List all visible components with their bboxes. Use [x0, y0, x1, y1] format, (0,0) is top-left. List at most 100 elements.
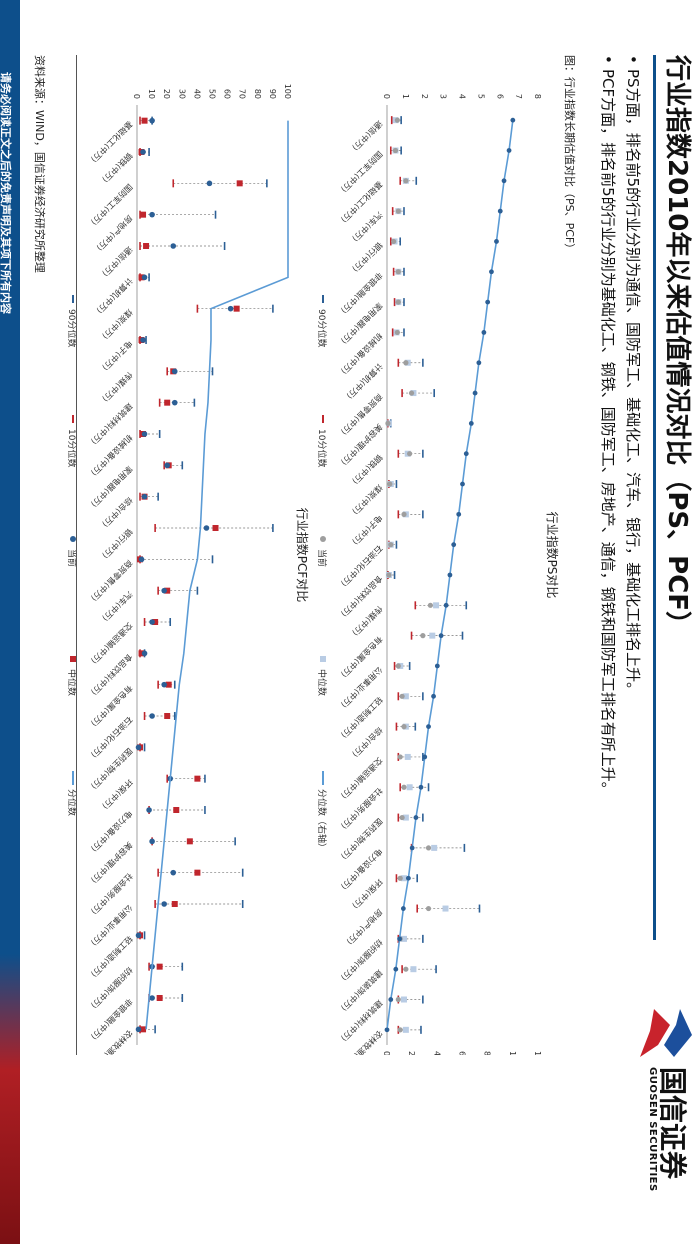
bullet-list: • PS方面，排名前5的行业分别为通信、国防军工、基础化工、汽车、银行，基础化工排…	[594, 55, 644, 797]
current-mark	[394, 329, 400, 336]
page-title: 行业指数2010年以来估值情况对比（PS、PCF）	[662, 55, 692, 638]
median-mark	[143, 243, 150, 249]
current-mark	[140, 337, 146, 343]
bullet-text: PCF方面，排名前5的行业分别为基础化工、钢铁、国防军工、房地产、通信，钢铁和国…	[599, 69, 617, 797]
y-tick-label: 40	[192, 89, 201, 99]
legend-label: 当前	[66, 549, 78, 567]
y-tick-label: 0	[132, 94, 141, 99]
y-tick-label: 4	[458, 94, 467, 99]
current-mark	[171, 399, 178, 406]
percentile-point	[438, 633, 444, 639]
current-mark	[161, 587, 167, 594]
current-mark	[170, 243, 177, 249]
median-mark	[431, 844, 438, 851]
percentile-point	[472, 390, 478, 396]
sidebar-band	[0, 0, 20, 1244]
current-mark	[149, 211, 155, 218]
percentile-point	[463, 451, 469, 457]
median-mark	[410, 966, 417, 973]
percentile-point	[393, 966, 399, 972]
median-mark	[156, 995, 163, 1001]
percentile-point	[443, 602, 449, 608]
median-mark	[400, 935, 407, 942]
percentile-point	[494, 239, 499, 244]
current-mark	[391, 238, 397, 245]
current-mark	[135, 1026, 142, 1033]
bullet-item: • PCF方面，排名前5的行业分别为基础化工、钢铁、国防军工、房地产、通信，钢铁和…	[598, 55, 619, 797]
current-mark	[401, 511, 407, 517]
current-mark	[399, 814, 405, 821]
y-tick-label: 5	[476, 94, 485, 99]
current-mark	[395, 996, 401, 1003]
current-mark	[401, 784, 407, 790]
legend-label: 90分位数	[316, 309, 328, 347]
x-tick-label: 煤炭(中万)	[351, 483, 385, 517]
current-mark	[392, 147, 399, 154]
percentile-point	[501, 178, 507, 184]
y-tick-label: 80	[253, 89, 262, 99]
y-tick-label: 30	[177, 89, 186, 99]
current-mark	[397, 754, 403, 760]
legend-swatch-current	[320, 536, 326, 542]
percentile-point	[481, 330, 487, 335]
figure-label: 图：行业指数长期估值对比（PS、PCF）	[563, 55, 576, 255]
sidebar-red-accent	[0, 954, 20, 1244]
current-mark	[394, 117, 400, 123]
median-mark	[402, 814, 409, 821]
median-mark	[194, 869, 201, 876]
x-tick-label: 通信(中万)	[351, 119, 385, 153]
y-tick-label: 10	[147, 89, 156, 99]
percentile-point	[468, 420, 474, 426]
ps-chart: 行业指数PS对比012345678020406080100120通信(中万)国防…	[316, 94, 560, 1055]
logo-brand-text: 国信证券	[656, 1067, 689, 1180]
current-mark	[387, 481, 393, 487]
current-mark	[135, 744, 142, 751]
source-note: 资料来源：WIND，国信证券经济研究所整理	[33, 55, 46, 273]
current-mark	[403, 178, 409, 184]
median-mark	[141, 117, 148, 124]
median-mark	[164, 399, 171, 406]
percentile-point	[384, 1027, 390, 1033]
y2-tick-label: 40	[432, 1051, 441, 1055]
current-mark	[408, 390, 415, 396]
legend-label: 中位数	[316, 669, 328, 696]
y2-tick-label: 20	[407, 1051, 416, 1055]
slide: 行业指数2010年以来估值情况对比（PS、PCF） • PS方面，排名前5的行业分…	[20, 0, 700, 1244]
percentile-point	[460, 481, 465, 487]
x-tick-label: 环保(中万)	[101, 777, 135, 811]
x-tick-label: 银行(中万)	[351, 240, 385, 274]
legend-label: 分位数（右轴）	[316, 789, 328, 852]
current-mark	[386, 572, 392, 578]
median-mark	[402, 1026, 409, 1033]
median-mark	[140, 211, 147, 218]
median-mark	[402, 693, 409, 700]
percentile-point	[405, 875, 411, 881]
bottom-divider	[76, 55, 77, 1055]
current-mark	[395, 269, 401, 275]
y-tick-label: 7	[514, 94, 523, 99]
current-mark	[397, 875, 403, 881]
y-tick-label: 6	[495, 94, 504, 99]
median-mark	[404, 753, 411, 760]
median-mark	[164, 713, 171, 719]
median-mark	[140, 1026, 147, 1033]
median-mark	[212, 525, 219, 531]
current-mark	[149, 713, 155, 719]
x-tick-label: 煤炭(中万)	[101, 307, 135, 341]
percentile-point	[489, 269, 494, 275]
current-mark	[385, 420, 391, 426]
percentile-point	[413, 815, 419, 820]
current-mark	[149, 838, 155, 845]
percentile-point	[422, 754, 428, 760]
current-mark	[388, 542, 394, 548]
legend-label: 中位数	[66, 669, 78, 696]
current-mark	[397, 1027, 403, 1033]
y-tick-label: 8	[533, 94, 542, 99]
y2-tick-label: 0	[382, 1051, 391, 1055]
current-mark	[395, 299, 401, 305]
percentile-point	[409, 845, 415, 851]
current-mark	[395, 663, 401, 669]
median-mark	[400, 875, 407, 882]
x-tick-label: 银行(中万)	[101, 527, 135, 561]
median-mark	[165, 681, 172, 688]
